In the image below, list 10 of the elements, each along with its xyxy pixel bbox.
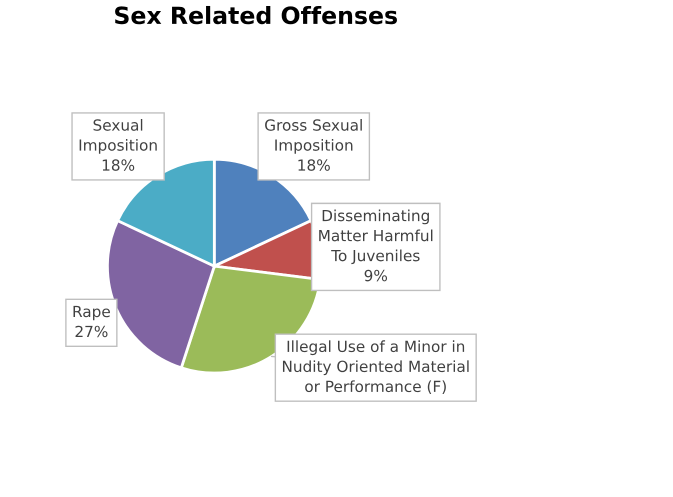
data-label: 27% [76,326,108,338]
slice-label: Disseminating Matter Harmful To Juveniles [319,209,432,264]
data-label: 18% [298,159,330,171]
slice-label: Sexual Imposition [80,119,157,154]
slice-label: Rape [74,306,110,320]
chart-title: Sex Related Offenses [115,6,397,24]
data-label: 9% [364,270,388,282]
slice-label: Gross Sexual Imposition [265,119,362,154]
data-label: 18% [102,159,134,171]
slice-label: Illegal Use of a Minor in Nudity Oriented Material or Performance (F) [282,340,469,394]
